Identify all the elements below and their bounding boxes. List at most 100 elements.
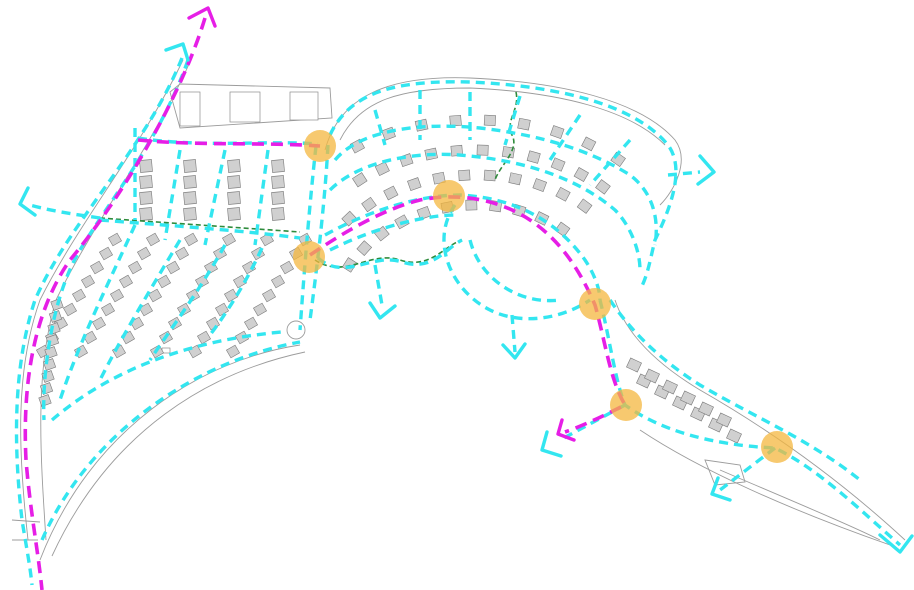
ped-route-north-5 — [253, 149, 270, 246]
building-footprint — [271, 207, 285, 221]
ped-route-sw-stub — [29, 203, 101, 220]
building-footprint — [179, 91, 201, 127]
building-footprint — [139, 191, 153, 205]
ped-route-spine — [298, 145, 318, 331]
node-marker-layer — [293, 130, 793, 463]
chevron-arrow-icon — [696, 154, 716, 186]
circle-node-icon[interactable] — [304, 130, 336, 162]
ped-route-inner-loop-2 — [468, 239, 561, 303]
building-footprint — [244, 316, 258, 331]
ped-route-radial-4 — [548, 114, 582, 161]
ped-route-southeast-2 — [608, 299, 862, 482]
ped-route-bay-2 — [50, 330, 283, 422]
building-footprint — [119, 274, 133, 289]
building-footprint — [226, 344, 240, 359]
ped-route-west-link — [99, 218, 301, 240]
ped-route-west-inner — [42, 59, 190, 421]
ped-route-east-stub — [667, 170, 701, 177]
building-footprint — [148, 288, 162, 303]
southeast-road-edge-1 — [614, 299, 906, 541]
bay-shore-edge-3 — [11, 519, 41, 523]
building-footprint — [476, 144, 489, 156]
ped-route-radial-5 — [588, 138, 632, 187]
building-footprint — [576, 198, 593, 214]
building-footprint — [716, 412, 732, 428]
building-footprint — [175, 246, 189, 261]
building-blocks — [36, 91, 742, 444]
crescent-outer-edge — [324, 77, 682, 206]
building-footprint — [526, 150, 541, 164]
chevron-arrow-icon — [878, 533, 914, 554]
building-footprint — [183, 207, 197, 221]
building-footprint — [483, 169, 497, 182]
circle-node-icon[interactable] — [610, 389, 642, 421]
building-footprint — [289, 91, 319, 121]
building-footprint — [554, 221, 571, 238]
ped-route-crescent-inner-3 — [324, 193, 602, 301]
exit-arrows — [18, 6, 914, 554]
building-footprint — [680, 390, 696, 406]
ped-route-southeast — [598, 299, 902, 547]
ped-route-lake-loop — [316, 238, 463, 270]
southeast-road-edge-2 — [639, 429, 891, 546]
chevron-arrow-icon — [501, 342, 527, 360]
pedestrian-route-layer — [14, 57, 902, 586]
chevron-arrow-icon — [164, 42, 190, 62]
building-footprint — [383, 185, 399, 201]
ped-route-west-diag-3 — [148, 244, 227, 361]
ped-route-lake-exit — [373, 264, 384, 306]
building-footprint — [227, 175, 241, 189]
chevron-arrow-icon — [18, 186, 37, 217]
chevron-arrow-icon — [187, 6, 217, 28]
ped-route-radial-6 — [373, 109, 387, 146]
ped-route-south-exit — [510, 314, 517, 353]
circle-node-icon[interactable] — [433, 180, 465, 212]
building-footprint — [146, 232, 160, 247]
building-footprint — [356, 240, 373, 257]
building-footprint — [166, 260, 180, 275]
building-footprint — [626, 357, 642, 373]
building-footprint — [128, 260, 142, 275]
building-footprint — [532, 178, 548, 193]
building-footprint — [726, 428, 742, 444]
building-footprint — [183, 159, 197, 173]
chevron-arrow-icon — [368, 301, 397, 320]
building-footprint — [227, 159, 241, 173]
building-footprint — [253, 302, 267, 317]
building-footprint — [399, 153, 414, 167]
circle-node-icon[interactable] — [579, 288, 611, 320]
building-footprint — [483, 114, 497, 126]
green-trail-lake — [314, 239, 463, 268]
ped-route-radial-3 — [503, 95, 522, 146]
building-footprint — [361, 196, 377, 213]
building-footprint — [458, 169, 471, 181]
building-footprint — [186, 288, 200, 303]
building-footprint — [222, 232, 236, 247]
building-footprint — [197, 330, 211, 345]
building-footprint — [139, 302, 153, 317]
bay-shore-edge-2 — [51, 351, 306, 557]
building-footprint — [227, 207, 241, 221]
green-trail-central — [494, 91, 518, 181]
building-footprint — [352, 172, 368, 188]
ped-route-west-diag-1 — [58, 224, 137, 401]
ped-route-sw-exit — [559, 403, 626, 442]
building-footprint — [139, 175, 153, 189]
circle-node-icon[interactable] — [761, 431, 793, 463]
building-footprint — [90, 260, 104, 275]
ped-route-crescent-inner-2 — [328, 152, 642, 271]
building-footprint — [555, 186, 571, 202]
building-footprint — [501, 146, 515, 159]
building-footprint — [573, 167, 589, 182]
north-block-outline — [169, 83, 333, 129]
building-footprint — [183, 175, 197, 189]
building-footprint — [83, 330, 97, 345]
circle-node-icon[interactable] — [293, 241, 325, 273]
cycle-route-north — [137, 138, 321, 148]
building-footprint — [63, 302, 77, 317]
building-footprint — [108, 232, 122, 247]
building-footprint — [224, 288, 238, 303]
building-footprint — [137, 246, 151, 261]
building-footprint — [517, 117, 531, 131]
